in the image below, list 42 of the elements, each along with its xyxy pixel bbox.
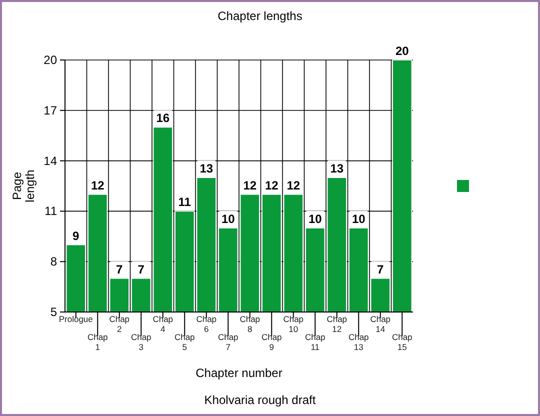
data-label: 12 [243, 178, 257, 192]
data-label: 7 [138, 262, 145, 276]
x-tick-label: Chap 13 [348, 332, 370, 352]
x-tick-label: Chap 6 [196, 314, 217, 334]
x-tick-label: Chap 8 [240, 314, 260, 334]
y-axis-title: Page length [10, 170, 37, 202]
x-tick-label: Chap 5 [174, 332, 196, 352]
y-tick-label: 17 [44, 103, 58, 118]
x-tick-label: Chap 14 [370, 314, 391, 334]
data-label: 16 [156, 111, 170, 126]
data-label: 7 [377, 262, 384, 276]
data-label: 13 [330, 162, 344, 176]
x-tick-label: Chap 11 [304, 332, 326, 352]
x-tick-label: Chap 10 [283, 314, 304, 334]
y-tick-label: 5 [50, 305, 58, 319]
x-tick-label: Chap 1 [87, 332, 108, 352]
x-tick-label: Chap 4 [152, 314, 174, 334]
data-label: 7 [116, 262, 124, 276]
x-tick-label: Chap 15 [392, 332, 413, 352]
x-axis-title: Chapter number [196, 366, 282, 380]
data-label: 12 [264, 178, 279, 192]
text: Kholvaria rough draft [204, 393, 316, 407]
x-tick-label: Chap 12 [326, 314, 348, 334]
data-label: 12 [286, 178, 300, 192]
data-label: 10 [308, 212, 322, 226]
data-label: 20 [395, 44, 410, 58]
x-tick-label: Chap 7 [218, 332, 239, 352]
y-tick-label: 11 [44, 204, 58, 218]
x-tick-label: Chap 9 [261, 332, 282, 352]
y-tick-label: 14 [44, 154, 58, 168]
data-label: 10 [352, 212, 366, 226]
data-label: 10 [221, 212, 236, 226]
data-label: 13 [200, 162, 214, 176]
x-tick-label: Chap 3 [130, 332, 152, 352]
data-label: 12 [90, 178, 105, 192]
x-tick-label: Chap 2 [109, 314, 130, 334]
chart-title: Chapter lengths [218, 9, 302, 23]
data-label: 11 [178, 195, 192, 210]
y-tick-label: 8 [50, 254, 58, 269]
y-tick-label: 20 [44, 53, 58, 67]
x-tick-label: Prologue [58, 314, 94, 324]
data-label: 9 [72, 228, 80, 243]
